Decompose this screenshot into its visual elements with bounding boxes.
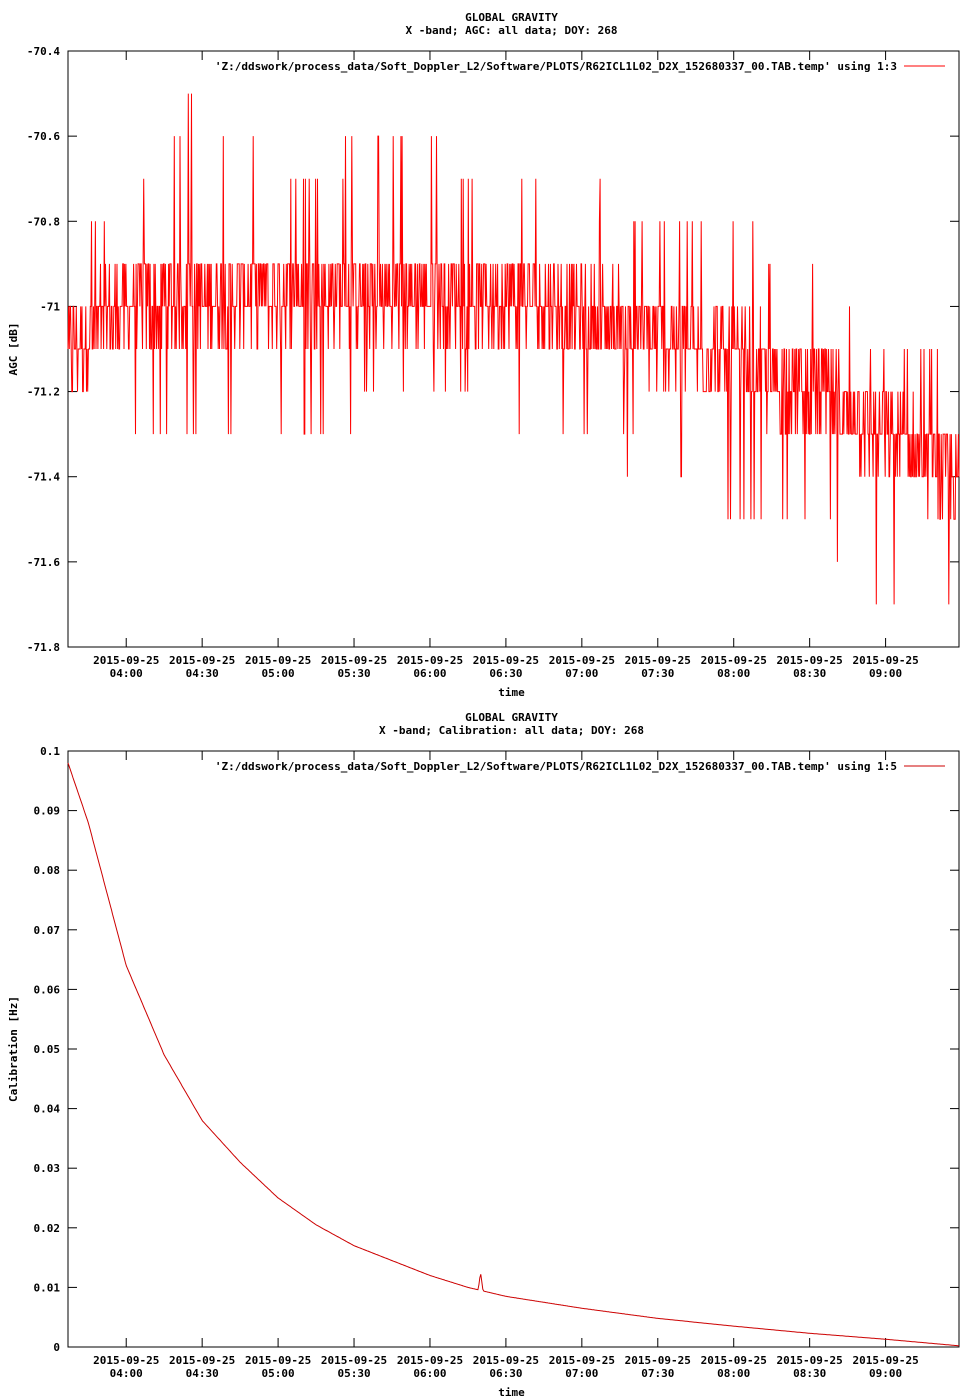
legend-label: 'Z:/ddswork/process_data/Soft_Doppler_L2… <box>215 60 897 73</box>
y-tick-label: -71.2 <box>27 386 60 399</box>
y-tick-label: 0.07 <box>34 924 61 937</box>
y-tick-label: -70.4 <box>27 45 60 58</box>
x-tick-date: 2015-09-25 <box>852 654 918 667</box>
y-tick-label: 0.1 <box>40 745 60 758</box>
x-tick-time: 08:00 <box>717 667 750 680</box>
x-tick-date: 2015-09-25 <box>777 1354 843 1367</box>
y-tick-label: 0.02 <box>34 1222 61 1235</box>
y-tick-label: 0.03 <box>34 1162 61 1175</box>
y-axis-label: AGC [dB] <box>7 323 20 376</box>
x-tick-time: 04:30 <box>186 667 219 680</box>
x-tick-time: 05:00 <box>262 667 295 680</box>
chart-title: GLOBAL GRAVITY <box>465 11 558 24</box>
x-tick-time: 09:00 <box>869 1367 902 1380</box>
y-tick-label: -71.8 <box>27 641 60 654</box>
x-tick-date: 2015-09-25 <box>397 654 463 667</box>
x-tick-date: 2015-09-25 <box>245 1354 311 1367</box>
x-tick-date: 2015-09-25 <box>625 654 691 667</box>
x-tick-time: 05:00 <box>262 1367 295 1380</box>
plot-frame <box>67 750 960 1348</box>
x-tick-date: 2015-09-25 <box>169 654 235 667</box>
x-tick-time: 06:30 <box>489 667 522 680</box>
x-tick-date: 2015-09-25 <box>852 1354 918 1367</box>
y-tick-label: -71.6 <box>27 556 60 569</box>
x-tick-time: 08:00 <box>717 1367 750 1380</box>
x-tick-date: 2015-09-25 <box>625 1354 691 1367</box>
x-tick-date: 2015-09-25 <box>245 654 311 667</box>
x-tick-time: 06:00 <box>413 1367 446 1380</box>
x-tick-time: 06:30 <box>489 1367 522 1380</box>
y-tick-label: 0.08 <box>34 864 61 877</box>
x-tick-date: 2015-09-25 <box>321 1354 387 1367</box>
x-tick-time: 06:00 <box>413 667 446 680</box>
x-tick-time: 07:30 <box>641 1367 674 1380</box>
x-axis-label: time <box>498 686 525 699</box>
x-tick-date: 2015-09-25 <box>473 654 539 667</box>
chart-subtitle: X -band; Calibration: all data; DOY: 268 <box>379 724 644 737</box>
x-tick-date: 2015-09-25 <box>549 1354 615 1367</box>
x-tick-time: 08:30 <box>793 1367 826 1380</box>
x-tick-time: 05:30 <box>337 667 370 680</box>
x-tick-time: 05:30 <box>337 1367 370 1380</box>
y-tick-label: -70.8 <box>27 215 60 228</box>
x-tick-time: 08:30 <box>793 667 826 680</box>
y-tick-label: -71 <box>40 300 60 313</box>
y-axis-label: Calibration [Hz] <box>7 996 20 1102</box>
x-tick-date: 2015-09-25 <box>473 1354 539 1367</box>
chart-subtitle: X -band; AGC: all data; DOY: 268 <box>406 24 618 37</box>
x-tick-date: 2015-09-25 <box>93 654 159 667</box>
x-axis-label: time <box>498 1386 525 1399</box>
legend-label: 'Z:/ddswork/process_data/Soft_Doppler_L2… <box>215 760 897 773</box>
y-tick-label: 0.06 <box>34 983 61 996</box>
x-tick-time: 07:00 <box>565 667 598 680</box>
y-tick-label: 0.04 <box>34 1103 61 1116</box>
x-tick-date: 2015-09-25 <box>701 1354 767 1367</box>
y-tick-label: -71.4 <box>27 471 60 484</box>
x-tick-date: 2015-09-25 <box>701 654 767 667</box>
x-tick-date: 2015-09-25 <box>169 1354 235 1367</box>
chart-title: GLOBAL GRAVITY <box>465 711 558 724</box>
x-tick-date: 2015-09-25 <box>93 1354 159 1367</box>
y-tick-label: 0.09 <box>34 805 61 818</box>
x-tick-time: 04:00 <box>110 667 143 680</box>
y-tick-label: 0 <box>53 1341 60 1354</box>
x-tick-time: 07:30 <box>641 667 674 680</box>
series-line <box>67 762 960 1347</box>
x-tick-time: 04:30 <box>186 1367 219 1380</box>
y-tick-label: 0.05 <box>34 1043 61 1056</box>
x-tick-date: 2015-09-25 <box>397 1354 463 1367</box>
x-tick-time: 07:00 <box>565 1367 598 1380</box>
x-tick-date: 2015-09-25 <box>777 654 843 667</box>
x-tick-date: 2015-09-25 <box>321 654 387 667</box>
y-tick-label: -70.6 <box>27 130 60 143</box>
y-tick-label: 0.01 <box>34 1281 61 1294</box>
x-tick-time: 09:00 <box>869 667 902 680</box>
series-line <box>67 93 960 605</box>
x-tick-date: 2015-09-25 <box>549 654 615 667</box>
x-tick-time: 04:00 <box>110 1367 143 1380</box>
